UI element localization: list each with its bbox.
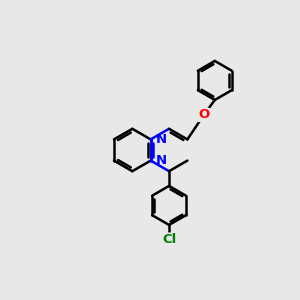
Text: N: N xyxy=(156,133,167,146)
Text: N: N xyxy=(156,154,167,167)
Text: Cl: Cl xyxy=(162,233,176,246)
Text: O: O xyxy=(198,109,209,122)
